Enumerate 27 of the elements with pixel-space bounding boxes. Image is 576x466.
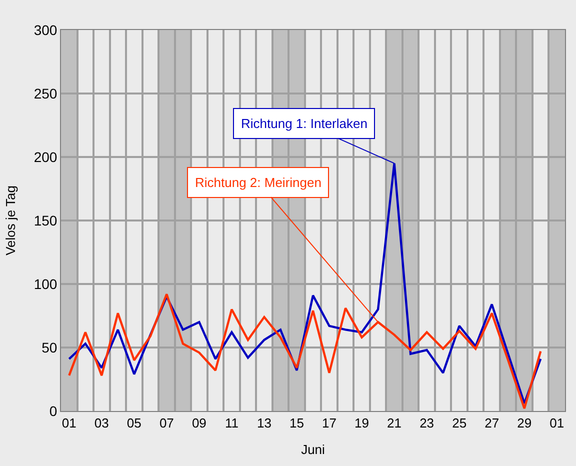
x-tick-label: 11 bbox=[224, 416, 238, 431]
x-tick-label: 17 bbox=[322, 416, 336, 431]
y-tick-label: 250 bbox=[34, 85, 58, 102]
x-tick-label: 15 bbox=[290, 416, 304, 431]
x-tick-label: 19 bbox=[354, 416, 370, 431]
y-tick-label: 200 bbox=[34, 148, 58, 165]
y-tick-label: 50 bbox=[42, 339, 58, 356]
y-tick-label: 300 bbox=[34, 22, 58, 38]
x-tick-label: 01 bbox=[62, 416, 76, 431]
annotation: Richtung 1: Interlaken bbox=[241, 116, 368, 131]
y-tick-label: 100 bbox=[34, 276, 58, 292]
x-tick-label: 21 bbox=[387, 416, 402, 431]
x-tick-label: 23 bbox=[420, 416, 434, 431]
x-tick-label: 01 bbox=[550, 416, 564, 431]
x-tick-label: 13 bbox=[256, 416, 272, 431]
x-tick-label: 25 bbox=[452, 416, 467, 431]
y-tick-label: 0 bbox=[49, 402, 58, 419]
x-tick-label: 05 bbox=[126, 416, 142, 431]
y-axis-title: Velos je Tag bbox=[2, 186, 18, 256]
y-tick-label: 150 bbox=[34, 212, 58, 228]
x-axis-title: Juni bbox=[301, 442, 326, 458]
x-tick-label: 29 bbox=[517, 416, 532, 431]
x-tick-label: 03 bbox=[94, 416, 109, 431]
x-tick-label: 07 bbox=[159, 416, 174, 431]
x-tick-label: 27 bbox=[484, 416, 500, 431]
annotation: Richtung 2: Meiringen bbox=[195, 175, 322, 190]
x-tick-label: 09 bbox=[192, 416, 206, 431]
